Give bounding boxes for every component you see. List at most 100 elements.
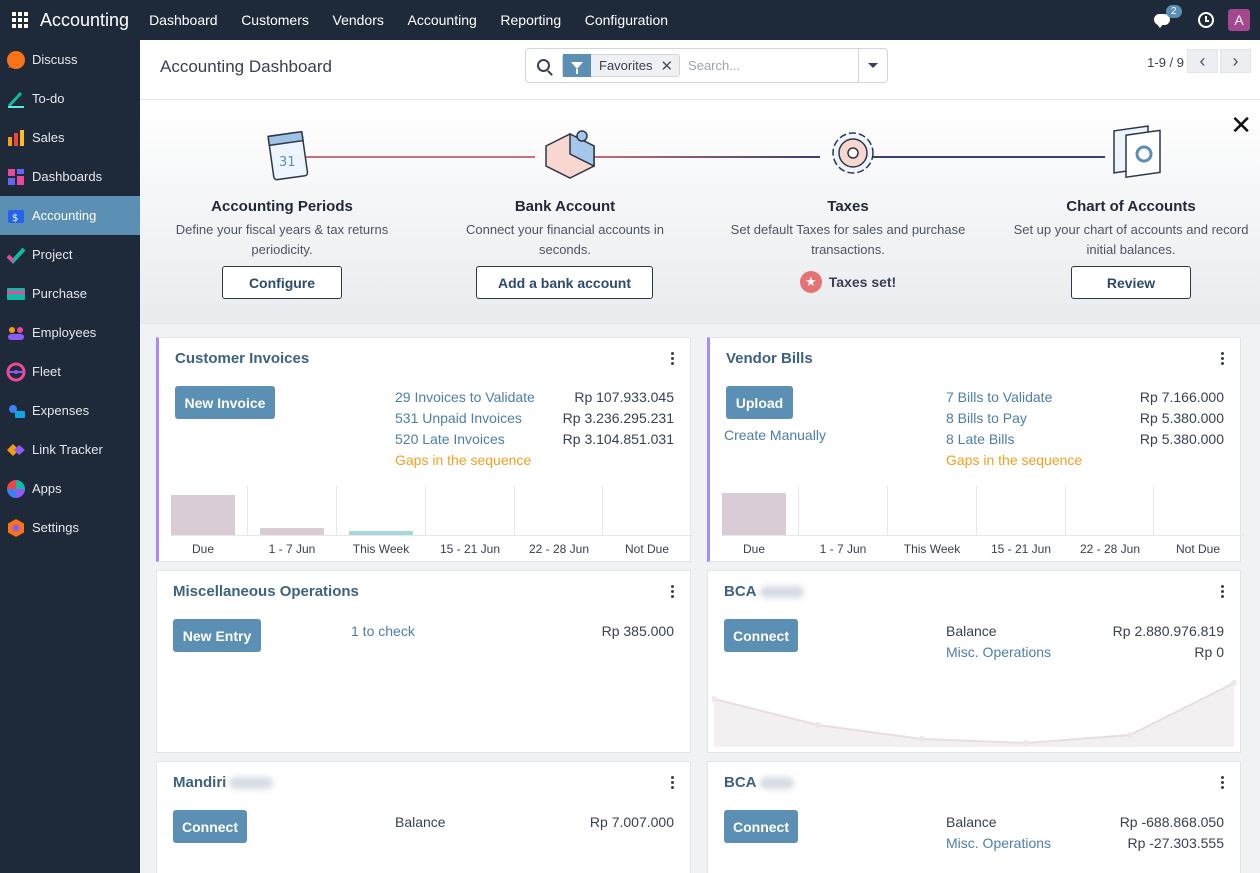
sidebar-item-accounting[interactable]: $ Accounting — [0, 196, 140, 235]
sidebar-item-purchase[interactable]: Purchase — [0, 274, 140, 313]
aging-bar-graph[interactable] — [171, 486, 693, 536]
balance-amount: Rp 2.880.976.819 — [1112, 623, 1224, 639]
sidebar-item-sales[interactable]: Sales — [0, 118, 140, 157]
new-entry-button[interactable]: New Entry — [173, 619, 261, 652]
menu-customers[interactable]: Customers — [241, 12, 309, 28]
search-icon[interactable] — [537, 59, 550, 72]
graph-bar-due[interactable] — [722, 493, 786, 535]
graph-label: 15 - 21 Jun — [439, 542, 501, 556]
graph-gridline — [976, 486, 977, 536]
misc-operations-link[interactable]: Misc. Operations — [946, 644, 1052, 660]
invoices-to-validate-link[interactable]: 29 Invoices to Validate — [395, 389, 535, 405]
chart-document-icon — [1113, 125, 1161, 179]
close-onboarding-icon[interactable]: ✕ — [1230, 110, 1252, 140]
apps-sidebar: Discuss To-do Sales Dashboards $ Account… — [0, 40, 140, 873]
remove-facet-icon[interactable]: ✕ — [660, 57, 674, 75]
misc-operations-amount: Rp -27.303.555 — [1127, 835, 1224, 851]
apps-icon — [7, 479, 25, 498]
card-options-icon[interactable] — [671, 585, 674, 600]
pager-next-button[interactable]: › — [1220, 49, 1251, 73]
balance-label: Balance — [395, 814, 446, 830]
onboarding-panel: ✕ 31 Accounting Periods Define your fisc… — [140, 100, 1260, 324]
add-bank-account-button[interactable]: Add a bank account — [476, 266, 653, 299]
configure-button[interactable]: Configure — [222, 266, 342, 299]
connect-button[interactable]: Connect — [173, 810, 247, 843]
balance-amount: Rp -688.868.050 — [1119, 814, 1224, 830]
card-options-icon[interactable] — [1221, 776, 1224, 791]
user-avatar[interactable]: A — [1228, 9, 1250, 31]
misc-operations-link[interactable]: Misc. Operations — [946, 835, 1052, 851]
new-invoice-button[interactable]: New Invoice — [175, 386, 275, 419]
activity-clock-icon[interactable] — [1198, 12, 1214, 28]
accounting-icon: $ — [8, 209, 24, 224]
sidebar-item-settings[interactable]: Settings — [0, 508, 140, 547]
review-button[interactable]: Review — [1071, 266, 1191, 299]
chat-icon[interactable]: 2 — [1154, 5, 1182, 29]
graph-label: This Week — [352, 542, 410, 556]
search-options-toggle[interactable] — [858, 49, 887, 82]
sidebar-item-discuss[interactable]: Discuss — [0, 40, 140, 79]
balance-line-graph[interactable] — [712, 679, 1236, 749]
calendar-day: 31 — [279, 155, 296, 170]
card-title[interactable]: Vendor Bills — [726, 350, 813, 367]
card-options-icon[interactable] — [1221, 585, 1224, 600]
late-bills-link[interactable]: 8 Late Bills — [946, 431, 1015, 447]
bills-to-pay-link[interactable]: 8 Bills to Pay — [946, 410, 1027, 426]
card-options-icon[interactable] — [671, 352, 674, 367]
menu-vendors[interactable]: Vendors — [332, 12, 384, 28]
sidebar-item-link-tracker[interactable]: Link Tracker — [0, 430, 140, 469]
pager-value[interactable]: 1-9 / 9 — [1147, 55, 1184, 70]
graph-gridline — [425, 486, 426, 536]
sidebar-item-apps[interactable]: Apps — [0, 469, 140, 508]
chat-count-badge: 2 — [1166, 5, 1182, 18]
menu-accounting[interactable]: Accounting — [407, 12, 477, 28]
card-title[interactable]: BCA — [724, 583, 804, 600]
card-title[interactable]: BCA — [724, 774, 794, 791]
employees-icon — [8, 326, 24, 340]
menu-dashboard[interactable]: Dashboard — [149, 12, 218, 28]
card-options-icon[interactable] — [671, 776, 674, 791]
settings-icon — [8, 518, 24, 537]
late-invoices-amount: Rp 3.104.851.031 — [562, 431, 674, 447]
app-menu-icon[interactable] — [0, 0, 40, 40]
graph-label: 1 - 7 Jun — [268, 542, 316, 556]
pager-previous-button[interactable]: ‹ — [1187, 49, 1218, 73]
onboarding-progress-line — [295, 156, 535, 158]
create-manually-link[interactable]: Create Manually — [724, 427, 826, 443]
bills-to-validate-link[interactable]: 7 Bills to Validate — [946, 389, 1053, 405]
gaps-in-sequence-link[interactable]: Gaps in the sequence — [395, 452, 532, 468]
search-facet[interactable]: Favorites ✕ — [562, 54, 681, 77]
search-input[interactable] — [688, 58, 859, 73]
graph-gridline — [887, 486, 888, 536]
sidebar-item-project[interactable]: Project — [0, 235, 140, 274]
connect-button[interactable]: Connect — [724, 619, 798, 652]
bills-to-validate-amount: Rp 7.166.000 — [1139, 389, 1224, 405]
unpaid-invoices-link[interactable]: 531 Unpaid Invoices — [395, 410, 522, 426]
sidebar-item-expenses[interactable]: Expenses — [0, 391, 140, 430]
card-title[interactable]: Mandiri — [173, 774, 274, 791]
graph-bar-this-week[interactable] — [349, 531, 413, 535]
app-brand[interactable]: Accounting — [40, 9, 130, 30]
sidebar-item-dashboards[interactable]: Dashboards — [0, 157, 140, 196]
menu-reporting[interactable]: Reporting — [500, 12, 562, 28]
card-options-icon[interactable] — [1221, 352, 1224, 367]
late-invoices-link[interactable]: 520 Late Invoices — [395, 431, 505, 447]
misc-operations-amount: Rp 0 — [1194, 644, 1224, 660]
card-title[interactable]: Customer Invoices — [175, 350, 310, 367]
connect-button[interactable]: Connect — [724, 810, 798, 843]
gaps-in-sequence-link[interactable]: Gaps in the sequence — [946, 452, 1083, 468]
sidebar-item-fleet[interactable]: Fleet — [0, 352, 140, 391]
sidebar-item-todo[interactable]: To-do — [0, 79, 140, 118]
sidebar-label: Apps — [32, 481, 62, 496]
expenses-icon — [9, 404, 25, 418]
aging-bar-graph[interactable] — [722, 486, 1244, 536]
calendar-icon: 31 — [267, 130, 309, 181]
graph-bar-1-7-jun[interactable] — [260, 528, 324, 535]
to-check-link[interactable]: 1 to check — [351, 623, 415, 639]
todo-icon — [7, 91, 24, 108]
upload-button[interactable]: Upload — [726, 386, 793, 419]
menu-configuration[interactable]: Configuration — [584, 12, 669, 28]
graph-bar-due[interactable] — [171, 495, 235, 535]
card-title[interactable]: Miscellaneous Operations — [173, 583, 359, 600]
sidebar-item-employees[interactable]: Employees — [0, 313, 140, 352]
